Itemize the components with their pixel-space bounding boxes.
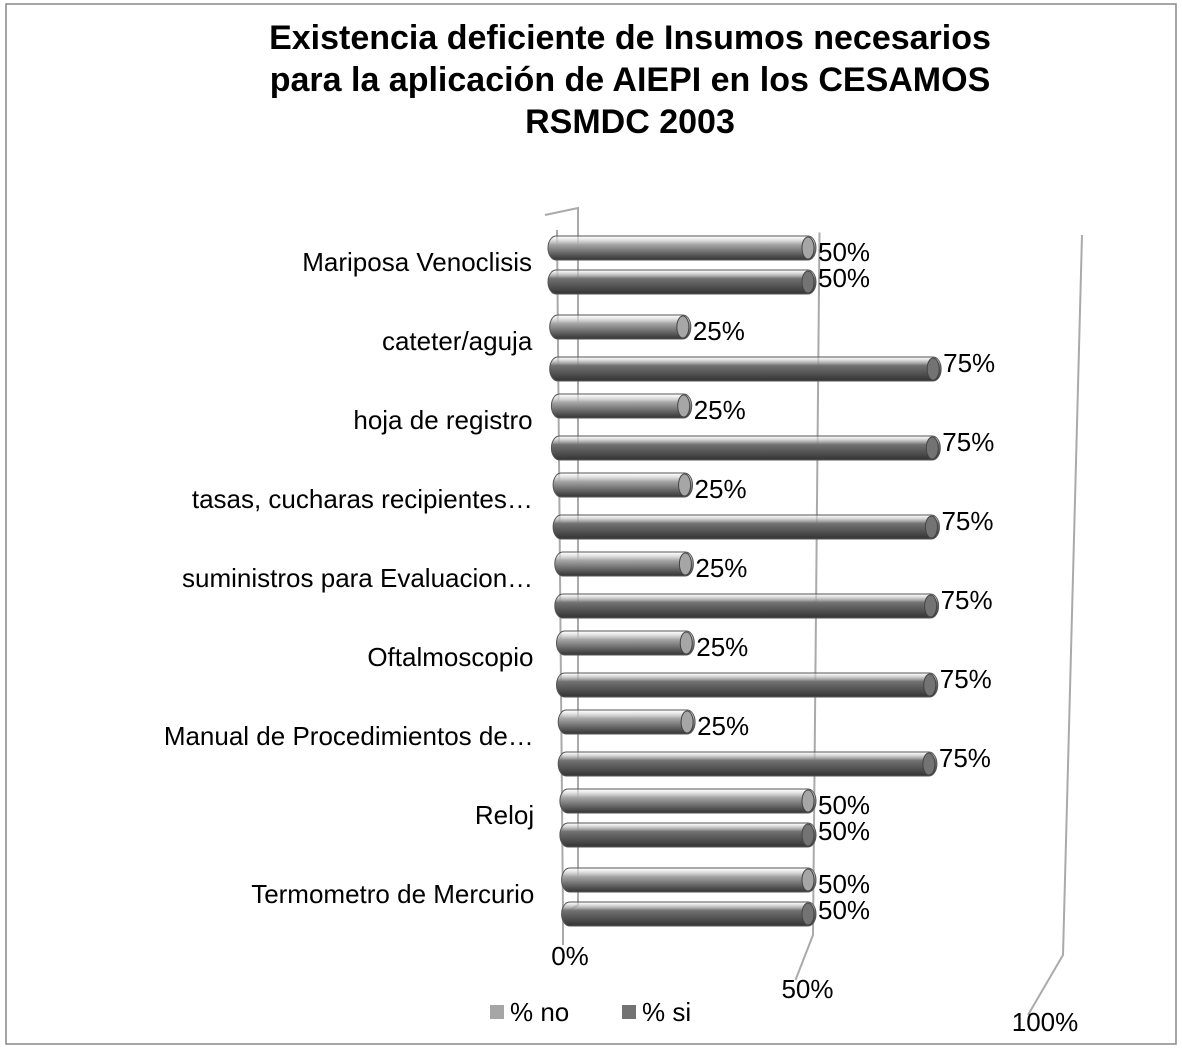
y-tick-label: Reloj bbox=[475, 800, 534, 830]
bar bbox=[559, 822, 817, 848]
bar bbox=[547, 235, 817, 261]
bar bbox=[559, 788, 817, 814]
bar-cap bbox=[801, 902, 815, 926]
y-tick-label: hoja de registro bbox=[353, 405, 532, 435]
grid-line bbox=[1027, 234, 1083, 1016]
bar-cap bbox=[676, 315, 690, 339]
bar bbox=[561, 901, 817, 927]
y-tick-label: cateter/aguja bbox=[382, 326, 533, 356]
bar-cap bbox=[801, 236, 815, 260]
data-label: 50% bbox=[818, 816, 870, 846]
x-tick-label: 0% bbox=[551, 941, 589, 971]
bar-cap bbox=[680, 710, 694, 734]
data-label: 25% bbox=[695, 553, 747, 583]
data-label: 75% bbox=[942, 427, 994, 457]
bar-cap bbox=[924, 515, 938, 539]
bar bbox=[556, 630, 695, 656]
bar-cap bbox=[926, 357, 940, 381]
data-label: 25% bbox=[695, 474, 747, 504]
bar-cap bbox=[925, 436, 939, 460]
y-tick-label: Termometro de Mercurio bbox=[251, 879, 534, 909]
bar bbox=[550, 435, 941, 461]
y-tick-label: Oftalmoscopio bbox=[367, 642, 533, 672]
bar bbox=[552, 514, 940, 540]
data-label: 75% bbox=[941, 506, 993, 536]
legend-label: % si bbox=[642, 997, 691, 1027]
legend-label: % no bbox=[510, 997, 569, 1027]
bar bbox=[547, 269, 817, 295]
y-tick-label: suministros para Evaluacion… bbox=[182, 563, 533, 593]
legend-swatch bbox=[490, 1005, 504, 1019]
bar bbox=[552, 472, 694, 498]
data-label: 25% bbox=[696, 632, 748, 662]
bar bbox=[557, 709, 696, 735]
bar-cap bbox=[922, 752, 936, 776]
chart-title: RSMDC 2003 bbox=[525, 103, 735, 141]
bar-cap bbox=[801, 270, 815, 294]
data-label: 50% bbox=[818, 869, 870, 899]
data-label: 25% bbox=[693, 316, 745, 346]
bar-cap bbox=[678, 473, 692, 497]
bar bbox=[557, 751, 938, 777]
bar-cap bbox=[801, 868, 815, 892]
bar bbox=[561, 867, 817, 893]
data-label: 25% bbox=[697, 711, 749, 741]
bar-cap bbox=[924, 594, 938, 618]
data-label: 50% bbox=[818, 263, 870, 293]
data-label: 75% bbox=[943, 348, 995, 378]
bar bbox=[554, 593, 940, 619]
legend-swatch bbox=[622, 1005, 636, 1019]
chart-title: Existencia deficiente de Insumos necesar… bbox=[269, 19, 991, 57]
bar bbox=[550, 393, 693, 419]
data-label: 25% bbox=[694, 395, 746, 425]
chart-title: para la aplicación de AIEPI en los CESAM… bbox=[270, 61, 991, 99]
y-tick-label: Mariposa Venoclisis bbox=[302, 247, 532, 277]
x-tick-label: 100% bbox=[1012, 1007, 1079, 1037]
data-label: 50% bbox=[818, 237, 870, 267]
data-label: 50% bbox=[818, 790, 870, 820]
y-tick-label: Manual de Procedimientos de… bbox=[164, 721, 534, 751]
grid-line bbox=[794, 232, 821, 981]
data-label: 50% bbox=[818, 895, 870, 925]
bar bbox=[554, 551, 694, 577]
bar bbox=[549, 314, 692, 340]
bar-cap bbox=[801, 823, 815, 847]
bar-cap bbox=[923, 673, 937, 697]
bar-cap bbox=[678, 552, 692, 576]
bar bbox=[549, 356, 942, 382]
bar-cap bbox=[679, 631, 693, 655]
bar-cap bbox=[801, 789, 815, 813]
data-label: 75% bbox=[940, 664, 992, 694]
y-tick-label: tasas, cucharas recipientes… bbox=[192, 484, 533, 514]
bar bbox=[556, 672, 939, 698]
data-label: 75% bbox=[941, 585, 993, 615]
bar-cap bbox=[677, 394, 691, 418]
data-label: 75% bbox=[939, 743, 991, 773]
x-tick-label: 50% bbox=[781, 974, 833, 1004]
